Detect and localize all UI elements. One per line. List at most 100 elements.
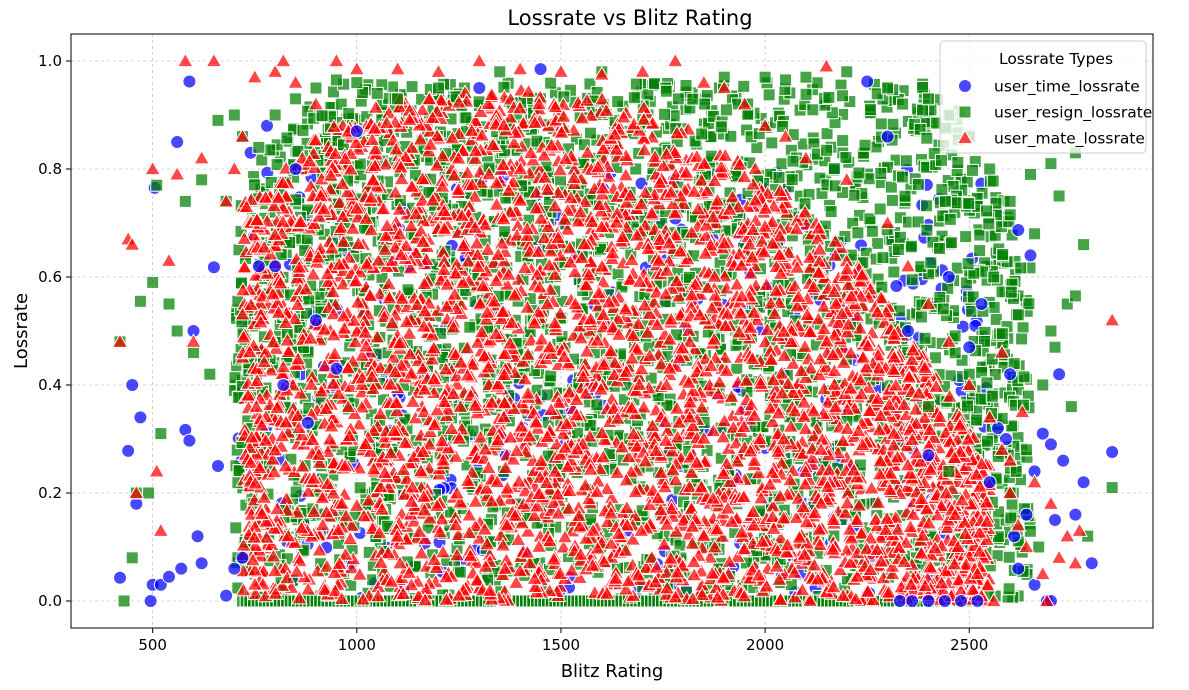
series-resign-point (873, 202, 887, 216)
series-resign-point (765, 136, 779, 150)
series-resign-point (974, 392, 988, 406)
series-resign-point (858, 138, 872, 152)
series-resign-point (899, 154, 913, 168)
series-resign-point (590, 398, 604, 412)
series-resign-point (229, 521, 243, 535)
series-resign-point (730, 361, 744, 375)
series-resign-point (824, 205, 838, 219)
series-resign-point (719, 103, 733, 117)
series-resign-point (973, 244, 987, 258)
series-resign-point (950, 196, 964, 210)
series-resign-point (659, 84, 673, 98)
series-resign-point (951, 156, 965, 170)
series-resign-point (1004, 511, 1018, 525)
series-resign-point (895, 170, 909, 184)
chart-title: Lossrate vs Blitz Rating (507, 6, 752, 30)
series-resign-point (961, 257, 975, 271)
series-resign-point (874, 166, 888, 180)
series-resign-point (864, 103, 878, 117)
series-resign-point (871, 236, 885, 250)
series-resign-point (1004, 285, 1018, 299)
series-resign-point (263, 143, 277, 157)
series-resign-point (611, 95, 625, 109)
series-resign-point (891, 242, 905, 256)
series-resign-point (884, 180, 898, 194)
series-resign-point (943, 212, 957, 226)
series-resign-point (296, 123, 310, 137)
series-resign-point (698, 97, 712, 111)
series-resign-point (671, 92, 685, 106)
series-resign-point (887, 265, 901, 279)
series-resign-point (989, 312, 1003, 326)
series-resign-point (995, 327, 1009, 341)
series-resign-point (961, 399, 975, 413)
series-resign-point (544, 369, 558, 383)
series-resign-point (933, 242, 947, 256)
series-resign-point (924, 256, 938, 270)
series-resign-point (987, 300, 1001, 314)
series-resign-point (836, 89, 850, 103)
series-resign-point (1005, 497, 1019, 511)
series-resign-point (553, 174, 567, 188)
series-resign-point (933, 290, 947, 304)
series-resign-point (820, 127, 834, 141)
series-resign-point (762, 88, 776, 102)
series-resign-point (962, 197, 976, 211)
series-resign-point (627, 91, 641, 105)
series-resign-point (918, 331, 932, 345)
series-resign-point (986, 174, 1000, 188)
series-resign-point (679, 78, 693, 92)
dense-point-cloud (227, 76, 1037, 608)
series-resign-point (750, 141, 764, 155)
series-resign-point (1009, 464, 1023, 478)
series-resign-point (945, 236, 959, 250)
series-resign-point (936, 302, 950, 316)
series-time-point (889, 279, 904, 294)
series-resign-point (980, 204, 994, 218)
series-resign-point (982, 217, 996, 231)
series-resign-point (463, 320, 477, 334)
series-resign-point (959, 230, 973, 244)
series-resign-point (1016, 321, 1030, 335)
series-resign-point (893, 230, 907, 244)
series-resign-point (916, 103, 930, 117)
series-resign-point (827, 162, 841, 176)
series-resign-point (289, 485, 303, 499)
series-resign-point (980, 376, 994, 390)
series-resign-point (1017, 370, 1031, 384)
series-resign-point (810, 76, 824, 90)
series-resign-point (944, 369, 958, 383)
series-resign-point (896, 97, 910, 111)
series-resign-point (980, 434, 994, 448)
series-resign-point (920, 199, 934, 213)
series-resign-point (920, 131, 934, 145)
series-resign-point (775, 157, 789, 171)
series-resign-point (315, 109, 329, 123)
series-resign-point (405, 80, 419, 94)
series-resign-point (898, 189, 912, 203)
series-resign-point (584, 126, 598, 140)
series-resign-point (544, 76, 558, 90)
series-resign-point (970, 413, 984, 427)
series-resign-point (822, 90, 836, 104)
series-resign-point (886, 117, 900, 131)
series-resign-point (948, 346, 962, 360)
series-resign-point (737, 79, 751, 93)
series-resign-point (686, 92, 700, 106)
series-resign-point (1002, 550, 1016, 564)
series-resign-point (865, 224, 879, 238)
series-resign-point (641, 88, 655, 102)
series-resign-point (965, 163, 979, 177)
series-resign-point (806, 103, 820, 117)
series-resign-point (772, 171, 786, 185)
series-resign-point (342, 107, 356, 121)
series-resign-point (920, 223, 934, 237)
series-resign-point (386, 80, 400, 94)
series-resign-point (911, 177, 925, 191)
series-resign-point (934, 153, 948, 167)
series-resign-point (648, 77, 662, 91)
series-resign-point (839, 151, 853, 165)
series-resign-point (973, 228, 987, 242)
series-resign-point (248, 178, 262, 192)
